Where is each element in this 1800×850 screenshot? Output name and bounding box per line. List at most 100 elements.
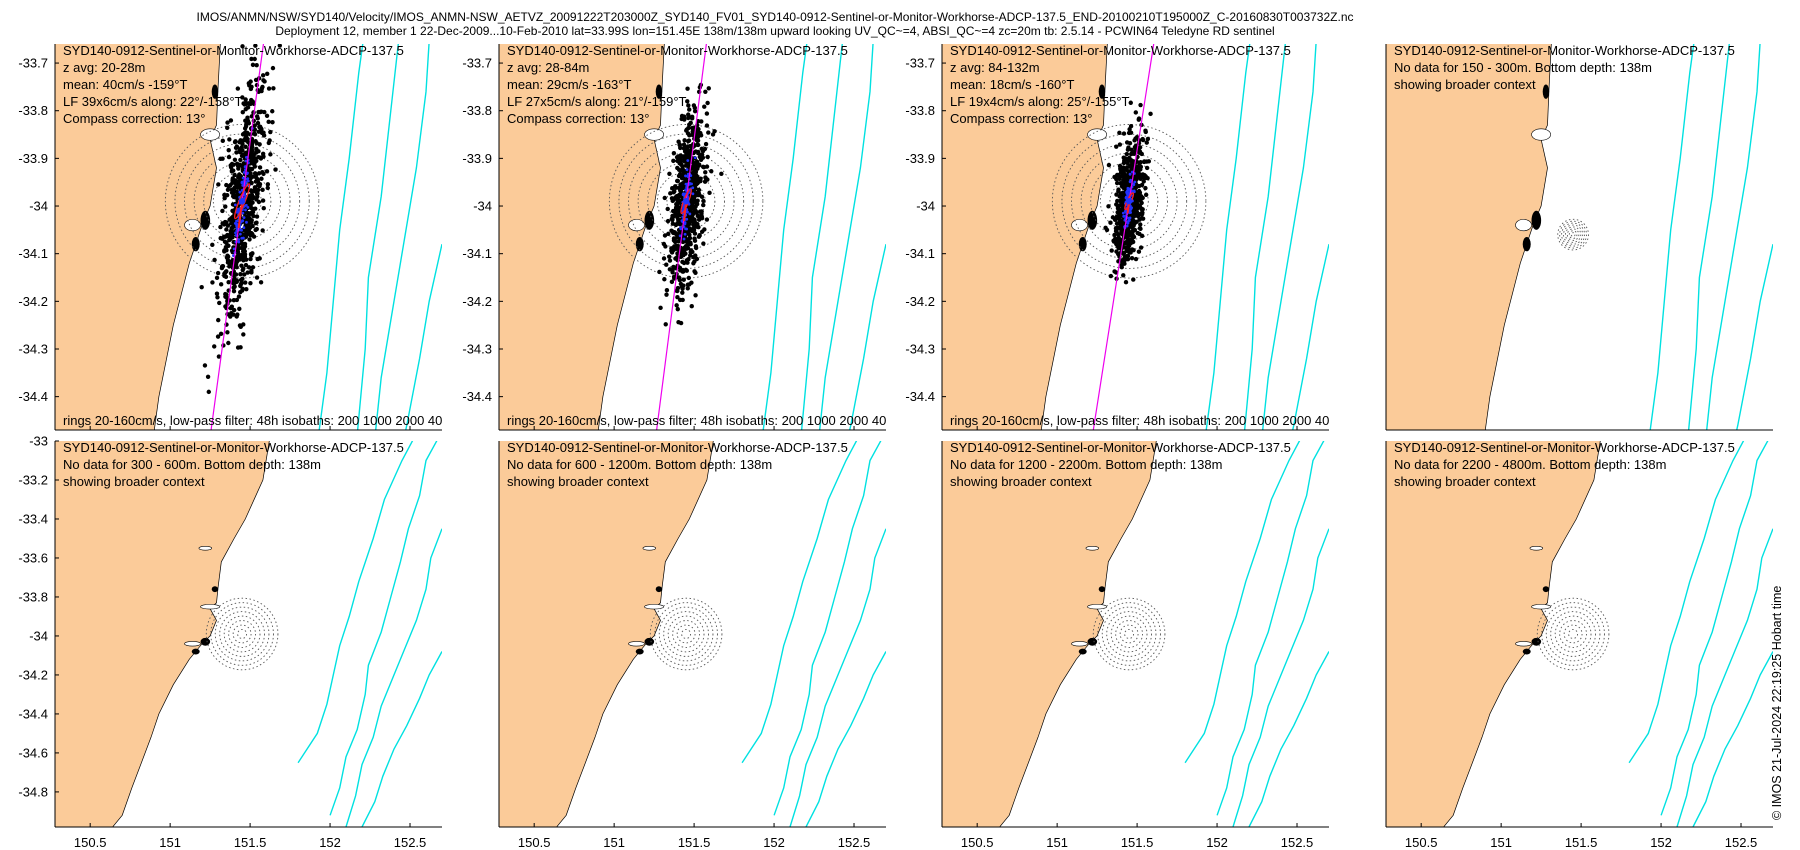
y-tick-label: -34.3 <box>905 341 935 356</box>
y-tick-label: -34.2 <box>462 294 492 309</box>
scatter-point <box>663 322 668 327</box>
scatter-point <box>682 156 687 161</box>
scatter-point <box>705 154 710 160</box>
scatter-point <box>1115 198 1120 204</box>
scatter-point <box>254 214 260 219</box>
scatter-point <box>266 119 271 125</box>
scatter-point <box>277 22 281 26</box>
scatter-point <box>277 44 282 48</box>
scatter-point <box>668 191 673 196</box>
scatter-point <box>230 231 235 237</box>
estuary <box>628 641 645 647</box>
scatter-point <box>1138 222 1143 227</box>
scatter-point <box>1112 174 1117 180</box>
coastal-feature <box>191 648 200 655</box>
scatter-point <box>704 217 710 222</box>
scatter-point <box>1121 131 1127 136</box>
scatter-point <box>249 189 255 194</box>
scatter-point <box>676 319 681 325</box>
scatter-point <box>675 306 680 312</box>
x-tick-label: 152.5 <box>838 835 871 850</box>
scatter-point <box>265 185 270 191</box>
scatter-point <box>1118 167 1123 172</box>
low-pass-point <box>246 205 250 209</box>
isobath-4 <box>1736 243 1773 430</box>
x-tick-label: 150.5 <box>74 835 107 850</box>
scatter-point <box>691 172 696 177</box>
scatter-point <box>252 164 258 169</box>
estuary <box>200 128 221 141</box>
isobath-3 <box>1676 528 1773 827</box>
scatter-point <box>216 354 222 359</box>
estuary <box>644 604 665 610</box>
y-tick-label: -33.8 <box>905 103 935 118</box>
scatter-point <box>686 103 691 108</box>
scatter-point <box>689 280 694 285</box>
low-pass-point <box>243 165 247 168</box>
scatter-point <box>1136 190 1141 195</box>
scatter-point <box>1133 199 1138 204</box>
panel-info-line: showing broader context <box>950 474 1092 489</box>
panel-8: 150.5 151 151.5 152 152.5 SYD140-0912-Sentine… <box>1385 440 1773 850</box>
scatter-point <box>218 331 224 337</box>
scatter-point <box>216 317 221 323</box>
scatter-point <box>262 109 267 115</box>
scatter-point <box>222 273 227 279</box>
x-tick-label: 151.5 <box>1565 835 1598 850</box>
scatter-point <box>1115 203 1121 208</box>
isobath-4 <box>1692 651 1773 827</box>
scatter-point <box>250 265 256 270</box>
scatter-point <box>232 157 238 162</box>
scatter-point <box>680 290 685 295</box>
scatter-point <box>230 176 235 181</box>
speed-ring <box>228 620 256 648</box>
scatter-point <box>223 204 228 209</box>
x-tick-label: 152.5 <box>1725 835 1758 850</box>
velocity-scatter <box>657 82 724 327</box>
speed-ring <box>663 611 709 657</box>
scatter-point <box>223 304 228 309</box>
isobath-1 <box>297 441 414 764</box>
scatter-point <box>690 179 696 184</box>
low-pass-point <box>1133 180 1137 184</box>
estuary <box>1515 219 1532 232</box>
x-tick-label: 151.5 <box>678 835 711 850</box>
scatter-point <box>249 268 254 274</box>
scatter-point <box>243 97 248 102</box>
estuary <box>644 128 665 141</box>
scatter-point <box>690 249 695 255</box>
scatter-point <box>248 280 253 286</box>
isobath-4 <box>361 651 442 827</box>
scatter-point <box>1117 142 1123 147</box>
scatter-point <box>270 120 275 125</box>
scatter-point <box>699 146 704 152</box>
scatter-point <box>241 152 246 157</box>
scatter-point <box>250 209 256 215</box>
panel-info-line: mean: 40cm/s -159°T <box>63 77 187 92</box>
scatter-point <box>252 123 257 128</box>
x-tick-label: 150.5 <box>518 835 551 850</box>
low-pass-point <box>1124 195 1128 199</box>
scatter-point <box>268 152 273 157</box>
y-tick-label: -34.1 <box>18 246 48 261</box>
scatter-point <box>681 146 687 151</box>
scatter-point <box>249 56 254 62</box>
panel-info-line: Compass correction: 13° <box>63 111 205 126</box>
scatter-point <box>693 244 699 249</box>
scatter-point <box>237 306 242 312</box>
scatter-point <box>1137 217 1142 222</box>
scatter-point <box>241 332 246 337</box>
scatter-point <box>702 104 707 109</box>
scatter-point <box>234 265 239 270</box>
scatter-point <box>1121 185 1126 191</box>
x-tick-label: 150.5 <box>1405 835 1438 850</box>
speed-ring <box>672 620 700 648</box>
y-tick-label: -33.7 <box>905 56 935 71</box>
coastal-feature <box>1522 237 1531 252</box>
y-tick-label: -34 <box>473 199 492 214</box>
scatter-point <box>1140 195 1145 201</box>
scatter-point <box>1132 138 1137 143</box>
scatter-point <box>224 227 229 232</box>
scatter-point <box>709 169 714 174</box>
scatter-point <box>673 185 679 190</box>
